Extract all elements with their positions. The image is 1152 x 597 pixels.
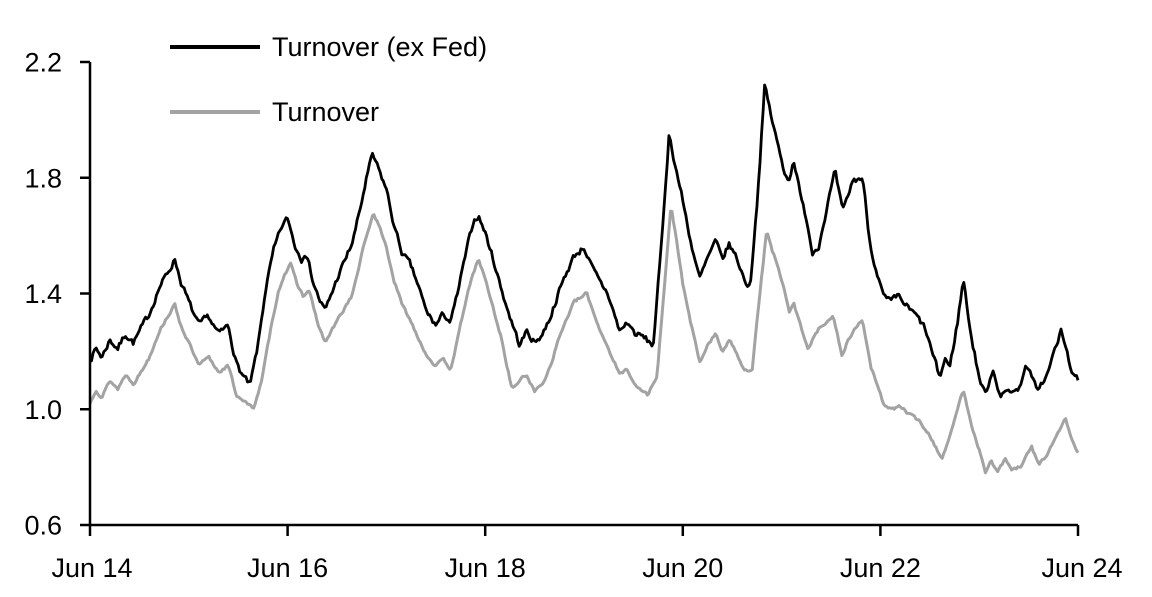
legend-line-turnover (170, 110, 260, 114)
legend-label-turnover: Turnover (272, 97, 380, 127)
x-tick-label: Jun 14 (51, 553, 132, 583)
y-tick-label: 2.2 (24, 48, 62, 78)
x-tick-label: Jun 22 (840, 553, 921, 583)
y-tick-label: 1.8 (24, 163, 62, 193)
legend-line-turnover-ex-fed (170, 45, 260, 49)
x-tick-label: Jun 20 (642, 553, 723, 583)
x-tick-label: Jun 16 (247, 553, 328, 583)
series-line-turnover (88, 209, 1080, 475)
y-tick-label: 0.6 (24, 511, 62, 541)
x-tick-label: Jun 24 (1041, 553, 1122, 583)
legend-item-turnover: Turnover (170, 95, 379, 129)
y-tick-label: 1.4 (24, 279, 62, 309)
series-line-turnover-ex-fed (89, 83, 1080, 399)
legend-label-turnover-ex-fed: Turnover (ex Fed) (272, 32, 488, 62)
y-tick-label: 1.0 (24, 395, 62, 425)
x-tick-label: Jun 18 (445, 553, 526, 583)
legend-item-turnover-ex-fed: Turnover (ex Fed) (170, 30, 487, 64)
